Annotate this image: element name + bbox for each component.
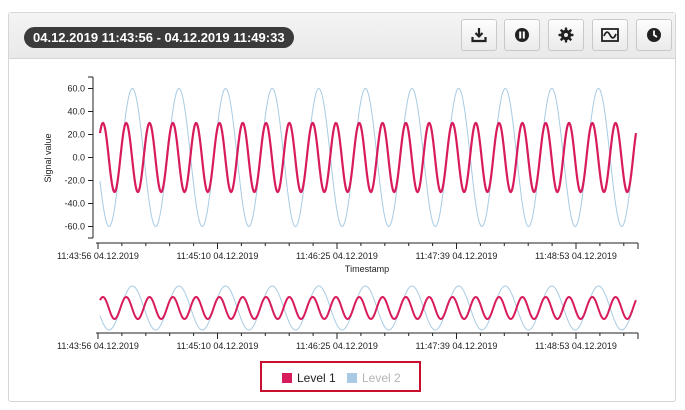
x-tick-label: 11:47:39 04.12.2019 — [416, 251, 498, 261]
legend-item-level-1[interactable]: Level 1 — [282, 371, 336, 385]
legend-label-level-2: Level 2 — [362, 371, 401, 385]
navigator-level-1-line — [99, 295, 637, 321]
series-level-1-line — [98, 121, 638, 194]
legend-label-level-1: Level 1 — [297, 371, 336, 385]
chart-panel: 04.12.2019 11:43:56 - 04.12.2019 11:49:3… — [8, 12, 676, 402]
series-level-2-line — [99, 87, 637, 228]
x-tick-label: 11:43:56 04.12.2019 — [57, 251, 139, 261]
navigator-x-tick-label: 11:46:25 04.12.2019 — [296, 341, 378, 351]
navigator-level-2-line — [99, 285, 637, 331]
y-tick-label: -40.0 — [64, 199, 85, 209]
panel-header: 04.12.2019 11:43:56 - 04.12.2019 11:49:3… — [9, 13, 675, 59]
download-icon — [471, 28, 487, 43]
y-tick-label: -20.0 — [64, 176, 85, 186]
x-tick-label: 11:45:10 04.12.2019 — [177, 251, 259, 261]
navigator-x-tick-label: 11:45:10 04.12.2019 — [177, 341, 259, 351]
gear-icon — [558, 27, 574, 43]
legend-item-level-2[interactable]: Level 2 — [347, 371, 401, 385]
waveform-icon — [601, 28, 619, 42]
navigator-x-tick-label: 11:43:56 04.12.2019 — [57, 341, 139, 351]
y-axis-label: Signal value — [43, 133, 53, 182]
signal-button[interactable] — [592, 19, 628, 51]
pause-icon — [515, 28, 529, 42]
download-button[interactable] — [461, 19, 497, 51]
x-tick-label: 11:46:25 04.12.2019 — [296, 251, 378, 261]
y-tick-label: 40.0 — [67, 107, 85, 117]
navigator-plot: 11:43:56 04.12.2019 11:45:10 04.12.2019 11… — [57, 285, 639, 351]
signal-chart[interactable]: 60.0 40.0 20.0 0.0 -20.0 -40.0 -60.0 11:43:56 0… — [0, 0, 685, 360]
navigator-x-tick-label: 11:47:39 04.12.2019 — [416, 341, 498, 351]
y-tick-label: 20.0 — [67, 130, 85, 140]
y-tick-label: 0.0 — [72, 153, 85, 163]
x-axis-label: Timestamp — [345, 264, 389, 274]
clock-button[interactable] — [636, 19, 672, 51]
time-range-badge: 04.12.2019 11:43:56 - 04.12.2019 11:49:3… — [24, 27, 294, 48]
legend: Level 1 Level 2 — [260, 361, 421, 392]
y-tick-label: -60.0 — [64, 222, 85, 232]
chart-area: 60.0 40.0 20.0 0.0 -20.0 -40.0 -60.0 11:43:56 0… — [0, 0, 685, 360]
pause-button[interactable] — [504, 19, 540, 51]
legend-swatch-level-1 — [282, 373, 292, 383]
main-plot: 60.0 40.0 20.0 0.0 -20.0 -40.0 -60.0 11:43:56 0… — [57, 76, 639, 261]
navigator-x-tick-label: 11:48:53 04.12.2019 — [535, 341, 617, 351]
settings-button[interactable] — [548, 19, 584, 51]
clock-icon — [647, 28, 661, 42]
x-tick-label: 11:48:53 04.12.2019 — [535, 251, 617, 261]
y-tick-label: 60.0 — [67, 84, 85, 94]
legend-swatch-level-2 — [347, 373, 357, 383]
